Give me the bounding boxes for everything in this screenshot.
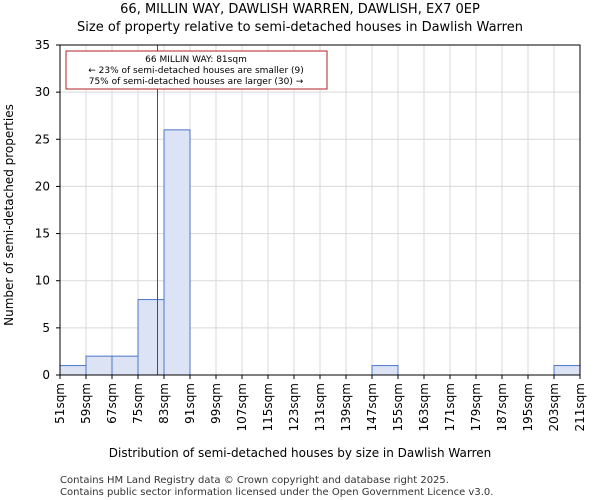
- x-tick-label: 83sqm: [157, 383, 171, 424]
- x-tick-label: 91sqm: [183, 383, 197, 424]
- y-axis-label: Number of semi-detached properties: [2, 104, 16, 326]
- bar: [553, 365, 581, 376]
- x-tick-label: 211sqm: [573, 383, 587, 431]
- y-tick-label: 5: [42, 321, 50, 335]
- x-tick-label: 203sqm: [547, 383, 561, 431]
- chart-subtitle: Size of property relative to semi-detach…: [77, 20, 523, 35]
- bar: [137, 299, 165, 376]
- x-tick-label: 75sqm: [131, 383, 145, 424]
- x-tick-label: 131sqm: [313, 383, 327, 431]
- chart-title: 66, MILLIN WAY, DAWLISH WARREN, DAWLISH,…: [120, 2, 480, 17]
- y-tick-label: 15: [35, 227, 50, 241]
- x-tick-label: 139sqm: [339, 383, 353, 431]
- bars: [59, 129, 581, 376]
- annotation-box: [65, 50, 328, 90]
- x-axis-label: Distribution of semi-detached houses by …: [109, 446, 491, 460]
- x-tick-label: 195sqm: [521, 383, 535, 431]
- x-tick-label: 115sqm: [261, 383, 275, 431]
- bar: [85, 355, 113, 376]
- x-tick-label: 51sqm: [53, 383, 67, 424]
- annotation-line: 75% of semi-detached houses are larger (…: [89, 77, 304, 87]
- x-tick-label: 67sqm: [105, 383, 119, 424]
- y-tick-label: 30: [35, 85, 50, 99]
- bar: [111, 355, 139, 376]
- x-tick-label: 179sqm: [469, 383, 483, 431]
- annotation-line: 66 MILLIN WAY: 81sqm: [145, 55, 247, 65]
- x-tick-label: 147sqm: [365, 383, 379, 431]
- x-tick-label: 123sqm: [287, 383, 301, 431]
- x-tick-label: 59sqm: [79, 383, 93, 424]
- footer-line-1: Contains HM Land Registry data © Crown c…: [60, 475, 449, 486]
- x-tick-label: 187sqm: [495, 383, 509, 431]
- x-axis-ticks: 51sqm 59sqm 67sqm 75sqm 83sqm 91sqm 99sqm 107sq…: [53, 375, 587, 431]
- y-tick-label: 35: [35, 38, 50, 52]
- y-axis-ticks: 0 5 10 15 20 25 30 35: [35, 38, 60, 382]
- bar: [371, 365, 399, 376]
- bar: [59, 365, 87, 376]
- y-tick-label: 20: [35, 179, 50, 193]
- bar: [163, 129, 191, 376]
- x-tick-label: 163sqm: [417, 383, 431, 431]
- y-tick-label: 0: [42, 368, 50, 382]
- property-marker: 66 MILLIN WAY: 81sqm← 23% of semi-detach…: [65, 45, 328, 375]
- annotation-line: ← 23% of semi-detached houses are smalle…: [88, 66, 304, 76]
- x-tick-label: 171sqm: [443, 383, 457, 431]
- x-tick-label: 155sqm: [391, 383, 405, 431]
- footer-line-2: Contains public sector information licen…: [60, 487, 493, 498]
- x-tick-label: 107sqm: [235, 383, 249, 431]
- y-tick-label: 25: [35, 132, 50, 146]
- y-tick-label: 10: [35, 274, 50, 288]
- x-tick-label: 99sqm: [209, 383, 223, 424]
